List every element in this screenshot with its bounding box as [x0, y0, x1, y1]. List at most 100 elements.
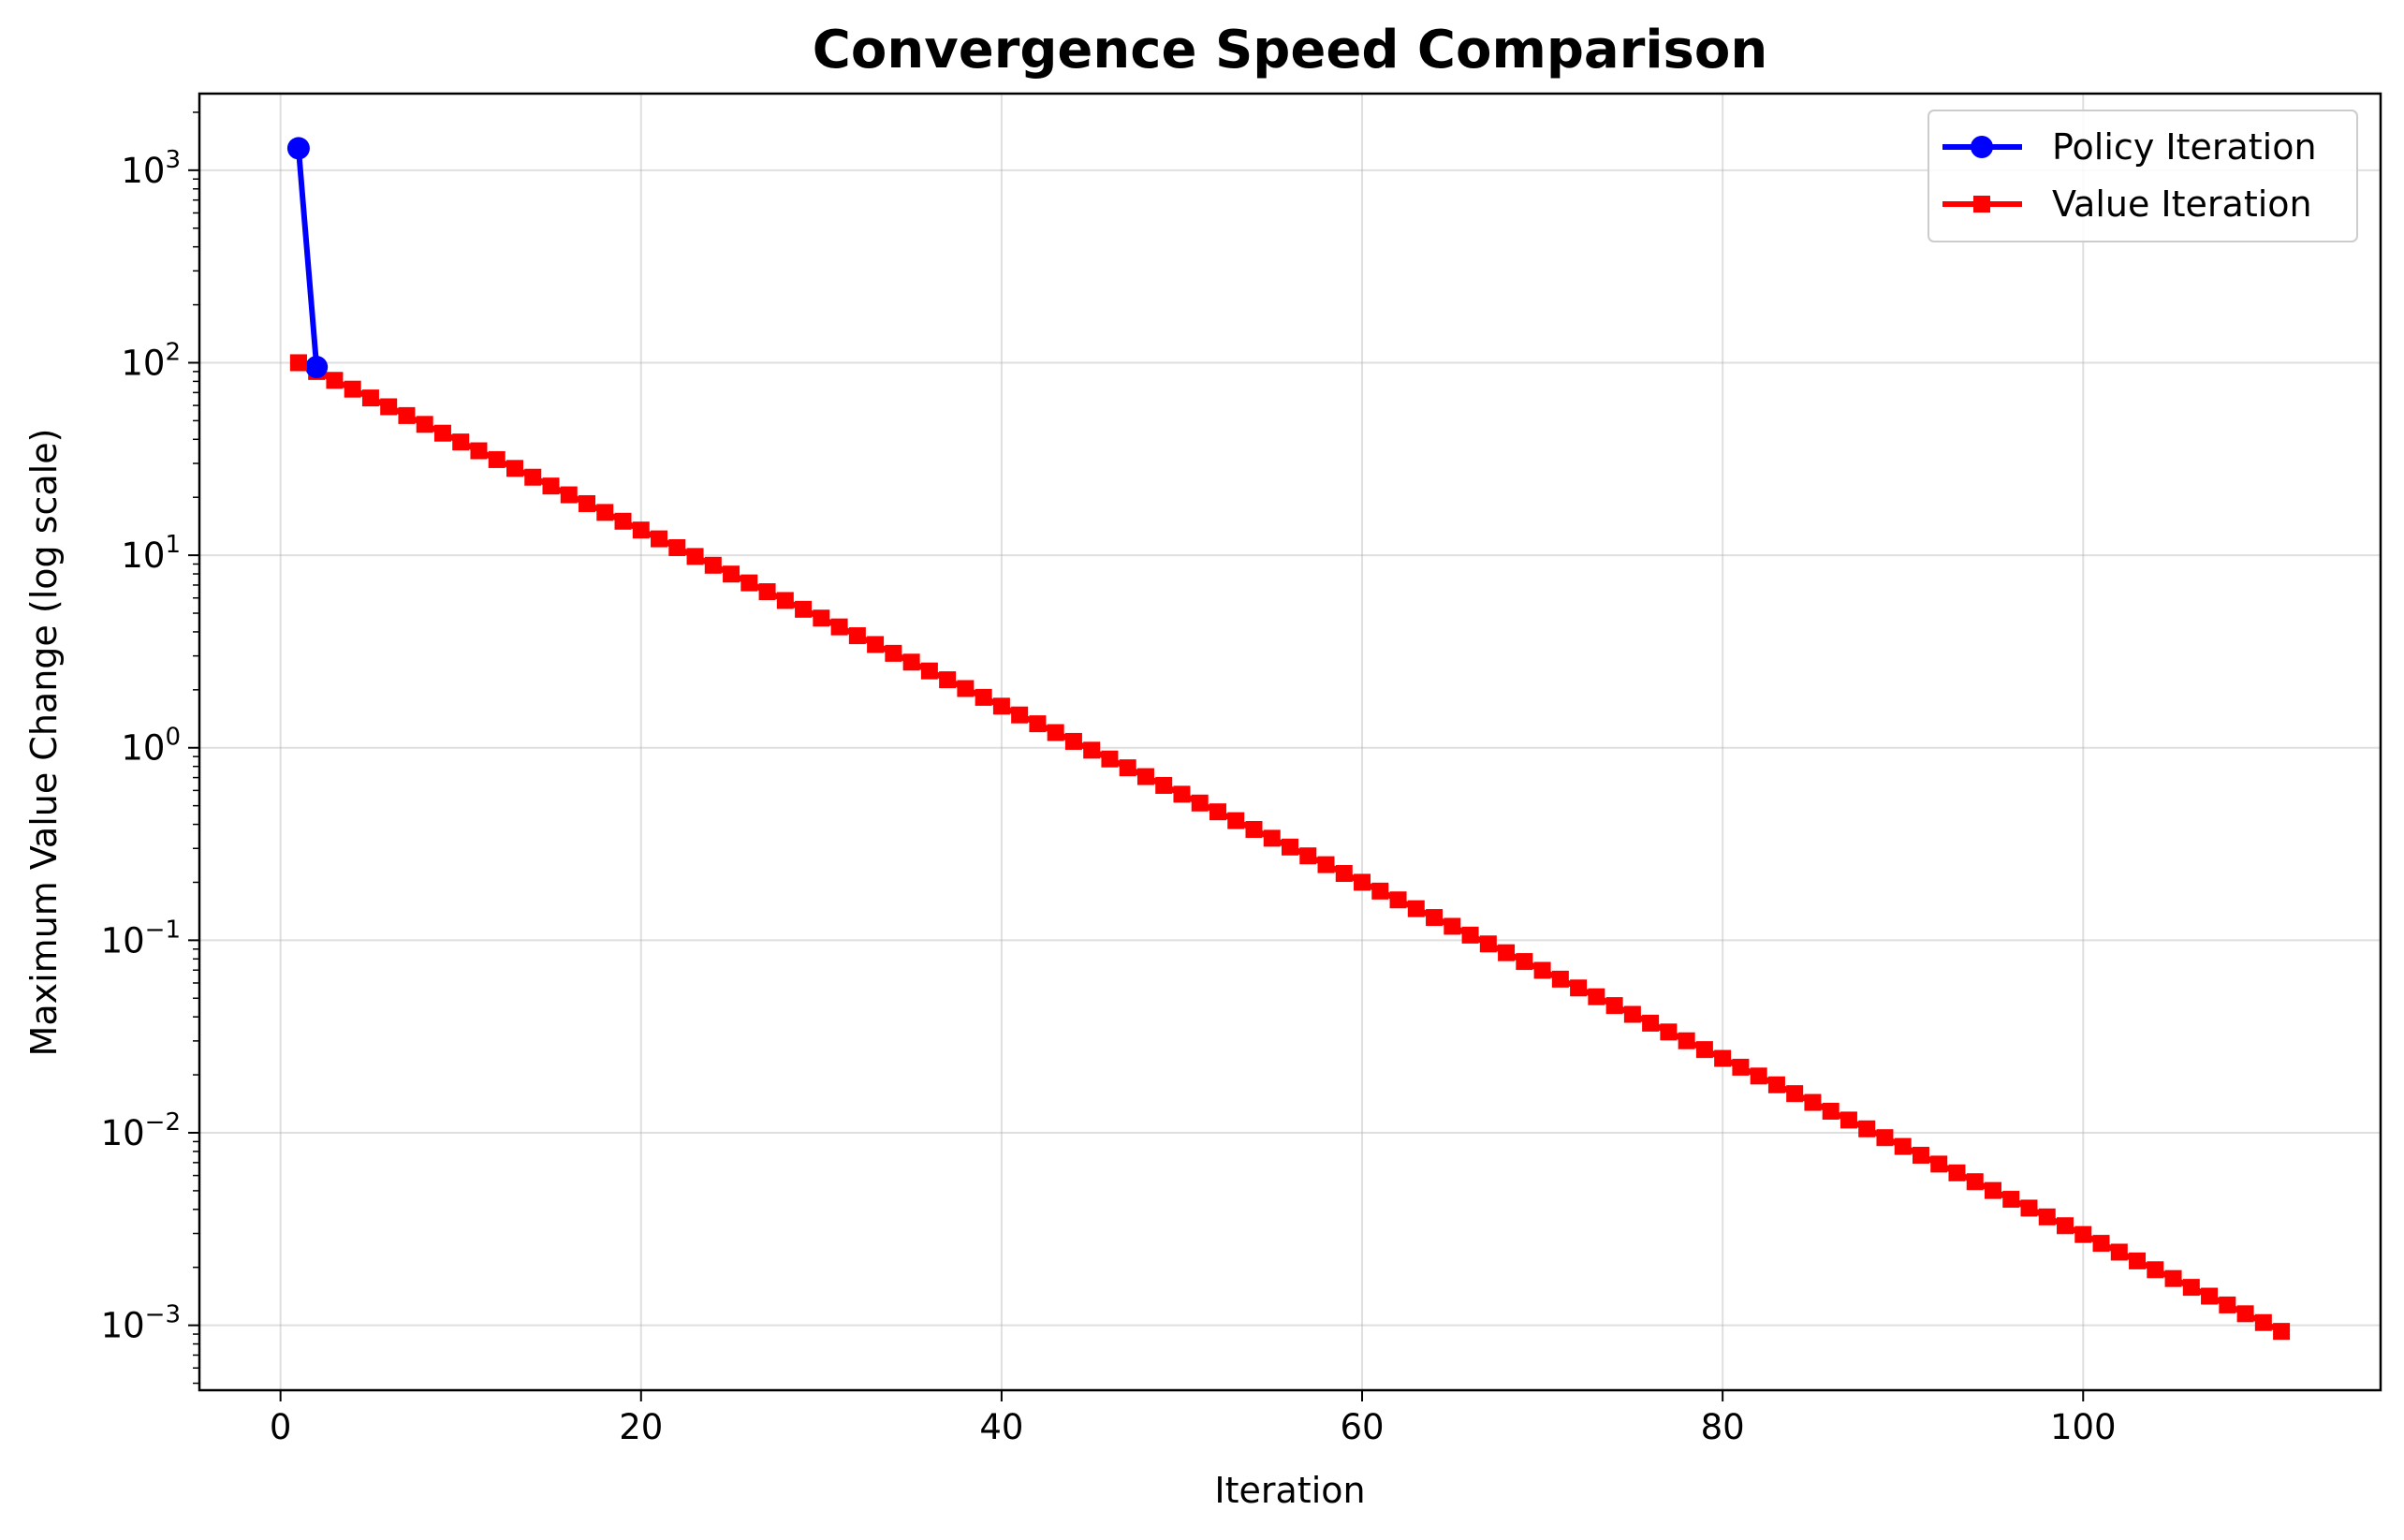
value-iteration-point [1966, 1173, 1984, 1191]
x-tick-label: 100 [2050, 1407, 2117, 1447]
x-tick-label: 60 [1340, 1407, 1384, 1447]
value-iteration-point [1804, 1093, 1822, 1111]
value-iteration-point [1516, 953, 1533, 971]
value-iteration-point [1642, 1014, 1660, 1032]
value-iteration-point [416, 416, 433, 433]
value-iteration-point [1930, 1155, 1948, 1173]
value-iteration-point [813, 609, 830, 627]
value-iteration-point [2182, 1279, 2200, 1297]
value-iteration-point [1767, 1076, 1785, 1093]
x-tick-label: 20 [619, 1407, 663, 1447]
value-iteration-point [2057, 1217, 2074, 1235]
value-iteration-point [1714, 1049, 1732, 1067]
x-tick-label: 0 [270, 1407, 292, 1447]
value-iteration-point [289, 354, 307, 372]
value-iteration-point [1317, 856, 1335, 873]
value-iteration-point [2110, 1243, 2128, 1261]
value-iteration-point [776, 592, 794, 609]
value-iteration-point [326, 372, 344, 389]
value-iteration-point [2038, 1208, 2056, 1225]
value-iteration-point [2074, 1225, 2092, 1243]
value-iteration-point [1695, 1041, 1713, 1059]
value-iteration-point [1426, 909, 1444, 927]
value-iteration-point [1083, 741, 1101, 759]
value-iteration-point [2219, 1296, 2236, 1313]
value-iteration-point [957, 680, 975, 697]
value-iteration-point [920, 662, 938, 680]
policy-iteration-line [295, 148, 320, 368]
value-iteration-point [1299, 847, 1317, 865]
value-iteration-point [1912, 1147, 1929, 1165]
value-iteration-point [1948, 1164, 1966, 1181]
value-iteration-point [902, 653, 920, 671]
chart-title: Convergence Speed Comparison [813, 20, 1767, 81]
value-iteration-point [1660, 1023, 1678, 1041]
value-iteration-point [704, 556, 722, 574]
value-iteration-point [1533, 961, 1551, 979]
legend-label-value: Value Iteration [2052, 183, 2312, 225]
value-iteration-point [1064, 732, 1082, 750]
value-iteration-point [2164, 1269, 2182, 1287]
value-iteration-point [344, 380, 361, 398]
value-iteration-point [488, 450, 506, 468]
value-iteration-point [1191, 794, 1209, 812]
value-iteration-point [1209, 803, 1226, 821]
value-iteration-point [723, 565, 740, 583]
value-iteration-point [452, 433, 470, 451]
value-iteration-point [632, 521, 650, 539]
value-iteration-point [542, 477, 560, 495]
y-axis-label: Maximum Value Change (log scale) [23, 429, 65, 1057]
value-iteration-point [2236, 1305, 2254, 1323]
value-iteration-point [1570, 979, 1588, 997]
value-iteration-point [2129, 1252, 2147, 1269]
value-iteration-point [1984, 1181, 2001, 1199]
value-iteration-point [1623, 1005, 1641, 1023]
value-iteration-point [830, 618, 848, 636]
value-iteration-point [1029, 715, 1047, 733]
value-iteration-point [2254, 1313, 2272, 1331]
plot-frame [198, 92, 2382, 1392]
x-tick-label: 80 [1701, 1407, 1745, 1447]
value-iteration-point [1371, 882, 1389, 900]
value-iteration-point [1119, 759, 1136, 777]
policy-iteration-point [286, 137, 310, 160]
value-iteration-point [470, 442, 488, 460]
legend-label-policy: Policy Iteration [2052, 126, 2317, 168]
legend-marker-value [1973, 196, 1990, 213]
legend: Policy Iteration Value Iteration [1928, 110, 2358, 242]
value-iteration-point [2020, 1199, 2038, 1217]
value-iteration-point [1047, 724, 1064, 741]
value-iteration-point [1173, 785, 1191, 803]
value-iteration-point [1786, 1085, 1804, 1103]
value-iteration-point [1479, 935, 1497, 953]
value-iteration-point [506, 460, 523, 477]
value-iteration-point [740, 574, 758, 592]
value-iteration-point [1822, 1102, 1840, 1120]
value-iteration-point [1858, 1120, 1876, 1137]
value-iteration-point [2147, 1261, 2164, 1279]
value-iteration-point [795, 600, 813, 618]
value-iteration-point [1678, 1032, 1695, 1049]
value-iteration-point [1136, 768, 1154, 785]
value-iteration-point [1498, 944, 1516, 961]
value-iteration-point [1263, 829, 1281, 847]
legend-marker-policy [1971, 136, 1993, 158]
value-iteration-point [1551, 970, 1569, 988]
value-iteration-point [2273, 1323, 2291, 1341]
value-iteration-point [1389, 891, 1407, 909]
legend-box [1928, 110, 2358, 242]
value-iteration-point [2002, 1191, 2020, 1209]
x-axis-ticks: 0 20 40 60 80 100 [270, 1390, 2117, 1447]
plot-series [286, 137, 2291, 1341]
value-iteration-point [380, 398, 398, 416]
value-iteration-point [2092, 1235, 2110, 1253]
x-axis-label: Iteration [1214, 1470, 1365, 1511]
value-iteration-point [361, 389, 379, 407]
value-iteration-point [992, 697, 1010, 715]
value-iteration-point [686, 548, 704, 565]
policy-iteration-point [305, 356, 329, 379]
value-iteration-point [1407, 900, 1425, 917]
value-iteration-point [1335, 865, 1353, 883]
